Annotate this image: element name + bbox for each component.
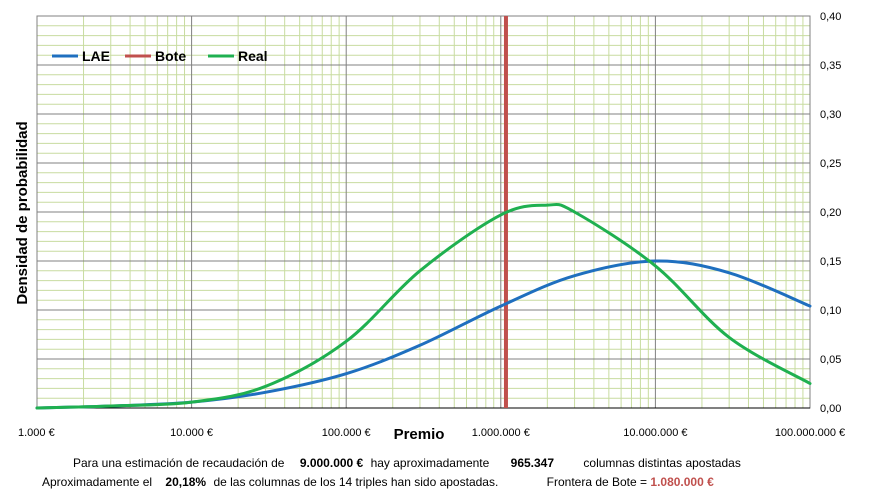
- caption-text: de las columnas de los 14 triples han si…: [213, 475, 499, 489]
- y-tick-label: 0,25: [820, 158, 841, 170]
- y-tick-label: 0,35: [820, 60, 841, 72]
- legend-label-bote: Bote: [155, 48, 186, 64]
- caption-text: Frontera de Bote =: [546, 475, 648, 489]
- y-tick-labels: 0,00 0,05 0,10 0,15 0,20 0,25 0,30 0,35 0,40: [820, 11, 841, 415]
- y-tick-label: 0,20: [820, 207, 841, 219]
- series-real-line: [35, 202, 812, 410]
- legend-label-lae: LAE: [82, 48, 110, 64]
- caption-text: Aproximadamente el: [42, 475, 153, 489]
- frontera-bote-value: 1.080.000 €: [650, 475, 714, 489]
- percentage-value: 20,18%: [165, 475, 207, 489]
- caption-line-2: Aproximadamente el 20,18% de las columna…: [0, 475, 869, 489]
- x-tick-label: 100.000.000 €: [775, 427, 845, 439]
- series-layer: [35, 16, 812, 410]
- probability-density-chart: 1.000 € 10.000 € 100.000 € 1.000.000 € 10.00…: [14, 11, 845, 443]
- x-tick-label: 1.000.000 €: [472, 427, 530, 439]
- recaudacion-value: 9.000.000 €: [299, 456, 364, 470]
- x-tick-label: 10.000.000 €: [623, 427, 687, 439]
- x-tick-labels: 1.000 € 10.000 € 100.000 € 1.000.000 € 10.00…: [18, 427, 845, 439]
- plot-border: [36, 15, 811, 409]
- y-tick-label: 0,40: [820, 11, 841, 23]
- legend: LAE Bote Real: [52, 48, 268, 64]
- y-tick-label: 0,15: [820, 256, 841, 268]
- caption-text: hay aproximadamente: [370, 456, 490, 470]
- x-tick-label: 10.000 €: [170, 427, 213, 439]
- x-tick-label: 1.000 €: [18, 427, 55, 439]
- y-tick-label: 0,10: [820, 305, 841, 317]
- x-tick-label: 100.000 €: [322, 427, 371, 439]
- caption-text: columnas distintas apostadas: [583, 456, 741, 470]
- caption-text: Para una estimación de recaudación de: [73, 456, 285, 470]
- caption-line-1: Para una estimación de recaudación de 9.…: [0, 456, 869, 470]
- columnas-value: 965.347: [510, 456, 555, 470]
- y-axis-label: Densidad de probabilidad: [14, 121, 31, 304]
- legend-label-real: Real: [238, 48, 268, 64]
- y-tick-label: 0,30: [820, 109, 841, 121]
- y-tick-label: 0,05: [820, 354, 841, 366]
- series-lae-line: [35, 259, 812, 410]
- y-tick-label: 0,00: [820, 403, 841, 415]
- x-axis-label: Premio: [394, 426, 445, 443]
